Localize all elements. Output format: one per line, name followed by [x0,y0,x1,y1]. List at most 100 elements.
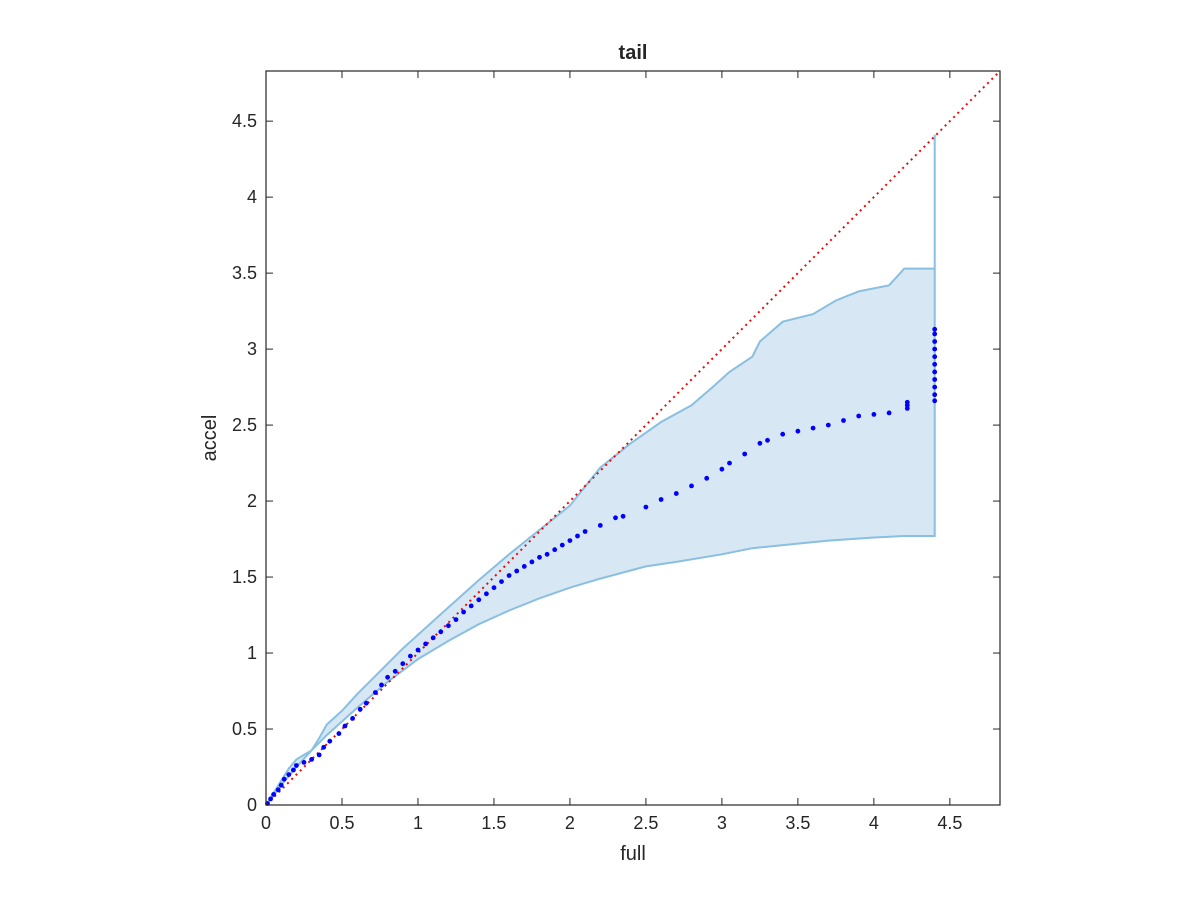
data-point [904,399,910,405]
y-tick-label: 4.5 [232,111,257,131]
y-axis-label: accel [199,415,221,462]
data-point [309,757,314,762]
data-point [613,515,618,521]
y-tick-label: 4 [247,187,257,207]
data-point [357,706,363,712]
x-axis-label: full [620,843,646,865]
y-tick-label: 1.5 [232,567,257,587]
data-point [438,629,444,635]
data-point [415,647,421,653]
data-point [932,398,938,404]
x-tick-label: 4 [869,813,879,833]
data-point [689,483,694,489]
data-point [499,579,504,584]
axes-box [265,70,1001,806]
x-tick-label: 2 [565,813,575,833]
data-point [704,475,710,481]
data-point [856,413,862,419]
data-point [567,538,573,543]
y-tick-label: 2 [247,491,257,511]
axis-ticks: 0 0.5 1 1.5 2 2.5 3 3.5 4 4.5 0 0.5 1 1.5 2 2.5 3 3.5 4 4.5 [232,71,1000,833]
data-point [521,564,527,569]
data-point [932,354,938,360]
y-tick-label: 3.5 [232,263,257,283]
y-tick-label: 3 [247,339,257,359]
data-point [350,716,355,721]
data-point [506,573,512,578]
data-point [423,641,428,647]
data-point [392,668,398,674]
data-point [281,776,287,782]
data-point [491,585,497,591]
data-point [582,529,588,534]
data-point [810,425,816,431]
x-tick-label: 0 [261,813,271,833]
data-point [544,551,550,557]
y-tick-label: 0.5 [232,719,257,739]
x-tick-label: 0.5 [329,813,354,833]
data-point [278,782,284,788]
x-tick-label: 1 [413,813,423,833]
data-point [886,410,892,416]
data-point [301,760,307,765]
data-point [514,568,520,574]
data-point [795,428,801,434]
data-point [275,787,281,793]
data-point [408,653,413,659]
data-point [461,609,466,615]
data-point [932,377,938,382]
reference-line [265,70,1001,806]
data-point [620,513,626,519]
data-point [727,460,732,466]
data-point [719,466,725,472]
chart-title: tail [619,42,648,64]
data-point [757,440,763,446]
data-point [468,603,474,609]
data-point [658,497,664,502]
data-point [316,752,322,758]
data-point [825,422,831,428]
data-point [342,723,348,729]
data-point [379,682,384,688]
y-tick-label: 2.5 [232,415,257,435]
x-tick-label: 4.5 [937,813,962,833]
data-point [286,772,292,777]
data-point [400,661,406,667]
data-point [336,731,342,736]
data-point [363,700,369,706]
data-point [742,451,748,457]
data-points [265,326,938,806]
data-point [643,504,649,510]
x-tick-label: 2.5 [633,813,658,833]
data-point [446,623,451,629]
data-point [932,326,938,332]
y-tick-label: 0 [247,795,257,815]
data-point [871,412,877,417]
data-point [932,339,938,344]
data-point [321,744,327,750]
data-point [932,361,938,367]
data-point [932,392,938,398]
x-tick-label: 3 [717,813,727,833]
data-point [765,437,770,443]
x-tick-label: 3.5 [785,813,810,833]
data-point [780,431,786,437]
plot-area: 0 0.5 1 1.5 2 2.5 3 3.5 4 4.5 0 0.5 1 1.5 2 2.5 3 3.5 4 4.5 [232,70,1001,833]
data-point [268,796,273,802]
data-point [484,591,489,597]
x-tick-label: 1.5 [481,813,506,833]
data-point [291,767,296,773]
data-point [575,533,580,539]
data-point [327,738,333,744]
data-point [552,547,558,553]
data-point [841,418,846,423]
data-point [294,763,299,768]
data-point [932,384,938,390]
data-point [385,674,390,680]
data-point [559,542,565,548]
data-point [476,597,482,603]
data-point [373,690,378,695]
data-point [430,635,436,641]
data-point [453,617,459,622]
